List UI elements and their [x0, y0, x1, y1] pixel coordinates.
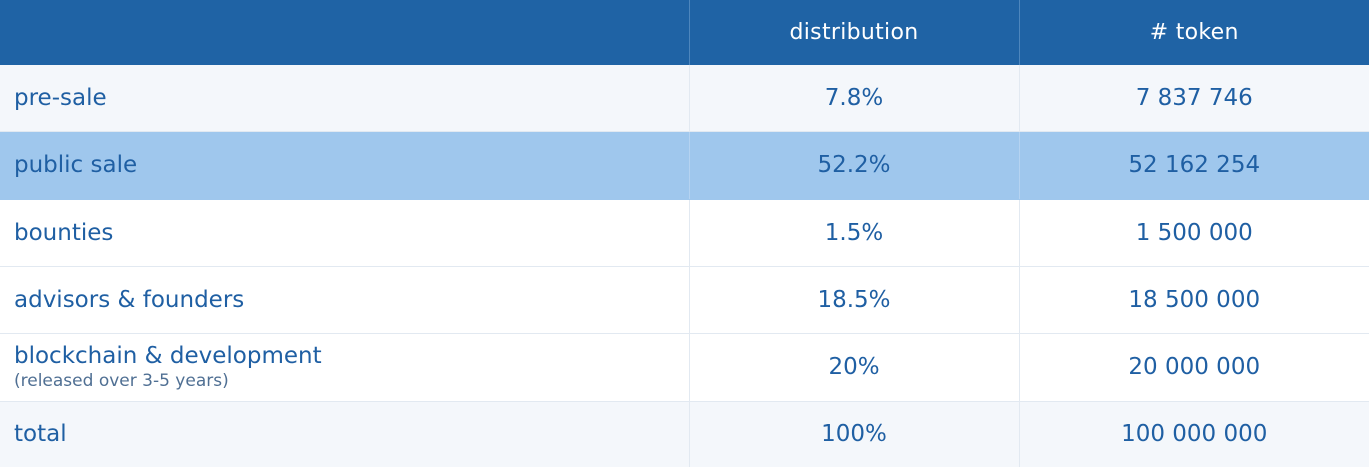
table-row-public-sale: public sale 52.2% 52 162 254	[0, 131, 1369, 200]
header-token: # token	[1019, 0, 1369, 65]
row-distribution: 52.2%	[689, 131, 1020, 200]
table-header: distribution # token	[0, 0, 1369, 65]
table-row-blockchain-development: blockchain & development (released over …	[0, 333, 1369, 402]
row-token: 20 000 000	[1019, 333, 1369, 402]
row-label-text: bounties	[14, 219, 114, 246]
row-distribution: 1.5%	[689, 199, 1020, 267]
row-label: public sale	[0, 131, 690, 200]
row-token: 52 162 254	[1019, 131, 1369, 200]
row-label-text: public sale	[14, 152, 138, 179]
header-distribution: distribution	[689, 0, 1020, 65]
row-label-text: pre-sale	[14, 85, 107, 112]
row-token: 18 500 000	[1019, 266, 1369, 335]
row-label-text: total	[14, 421, 67, 448]
row-label: pre-sale	[0, 65, 690, 133]
table-row-total: total 100% 100 000 000	[0, 401, 1369, 467]
table-body: pre-sale 7.8% 7 837 746 public sale 52.2…	[0, 65, 1369, 467]
row-distribution: 7.8%	[689, 65, 1020, 133]
row-label: bounties	[0, 199, 690, 267]
header-category	[0, 0, 690, 65]
table-row-advisors-founders: advisors & founders 18.5% 18 500 000	[0, 266, 1369, 335]
row-label-text: advisors & founders	[14, 287, 245, 314]
row-label: blockchain & development (released over …	[0, 333, 690, 402]
table-row-pre-sale: pre-sale 7.8% 7 837 746	[0, 65, 1369, 133]
row-token: 100 000 000	[1019, 401, 1369, 467]
header-row: distribution # token	[0, 0, 1369, 65]
row-label-text: blockchain & development	[14, 343, 322, 370]
row-label: total	[0, 401, 690, 467]
row-sublabel: (released over 3-5 years)	[14, 371, 229, 392]
row-distribution: 18.5%	[689, 266, 1020, 335]
row-distribution: 20%	[689, 333, 1020, 402]
row-token: 1 500 000	[1019, 199, 1369, 267]
table-row-bounties: bounties 1.5% 1 500 000	[0, 199, 1369, 267]
row-token: 7 837 746	[1019, 65, 1369, 133]
row-label: advisors & founders	[0, 266, 690, 335]
row-distribution: 100%	[689, 401, 1020, 467]
